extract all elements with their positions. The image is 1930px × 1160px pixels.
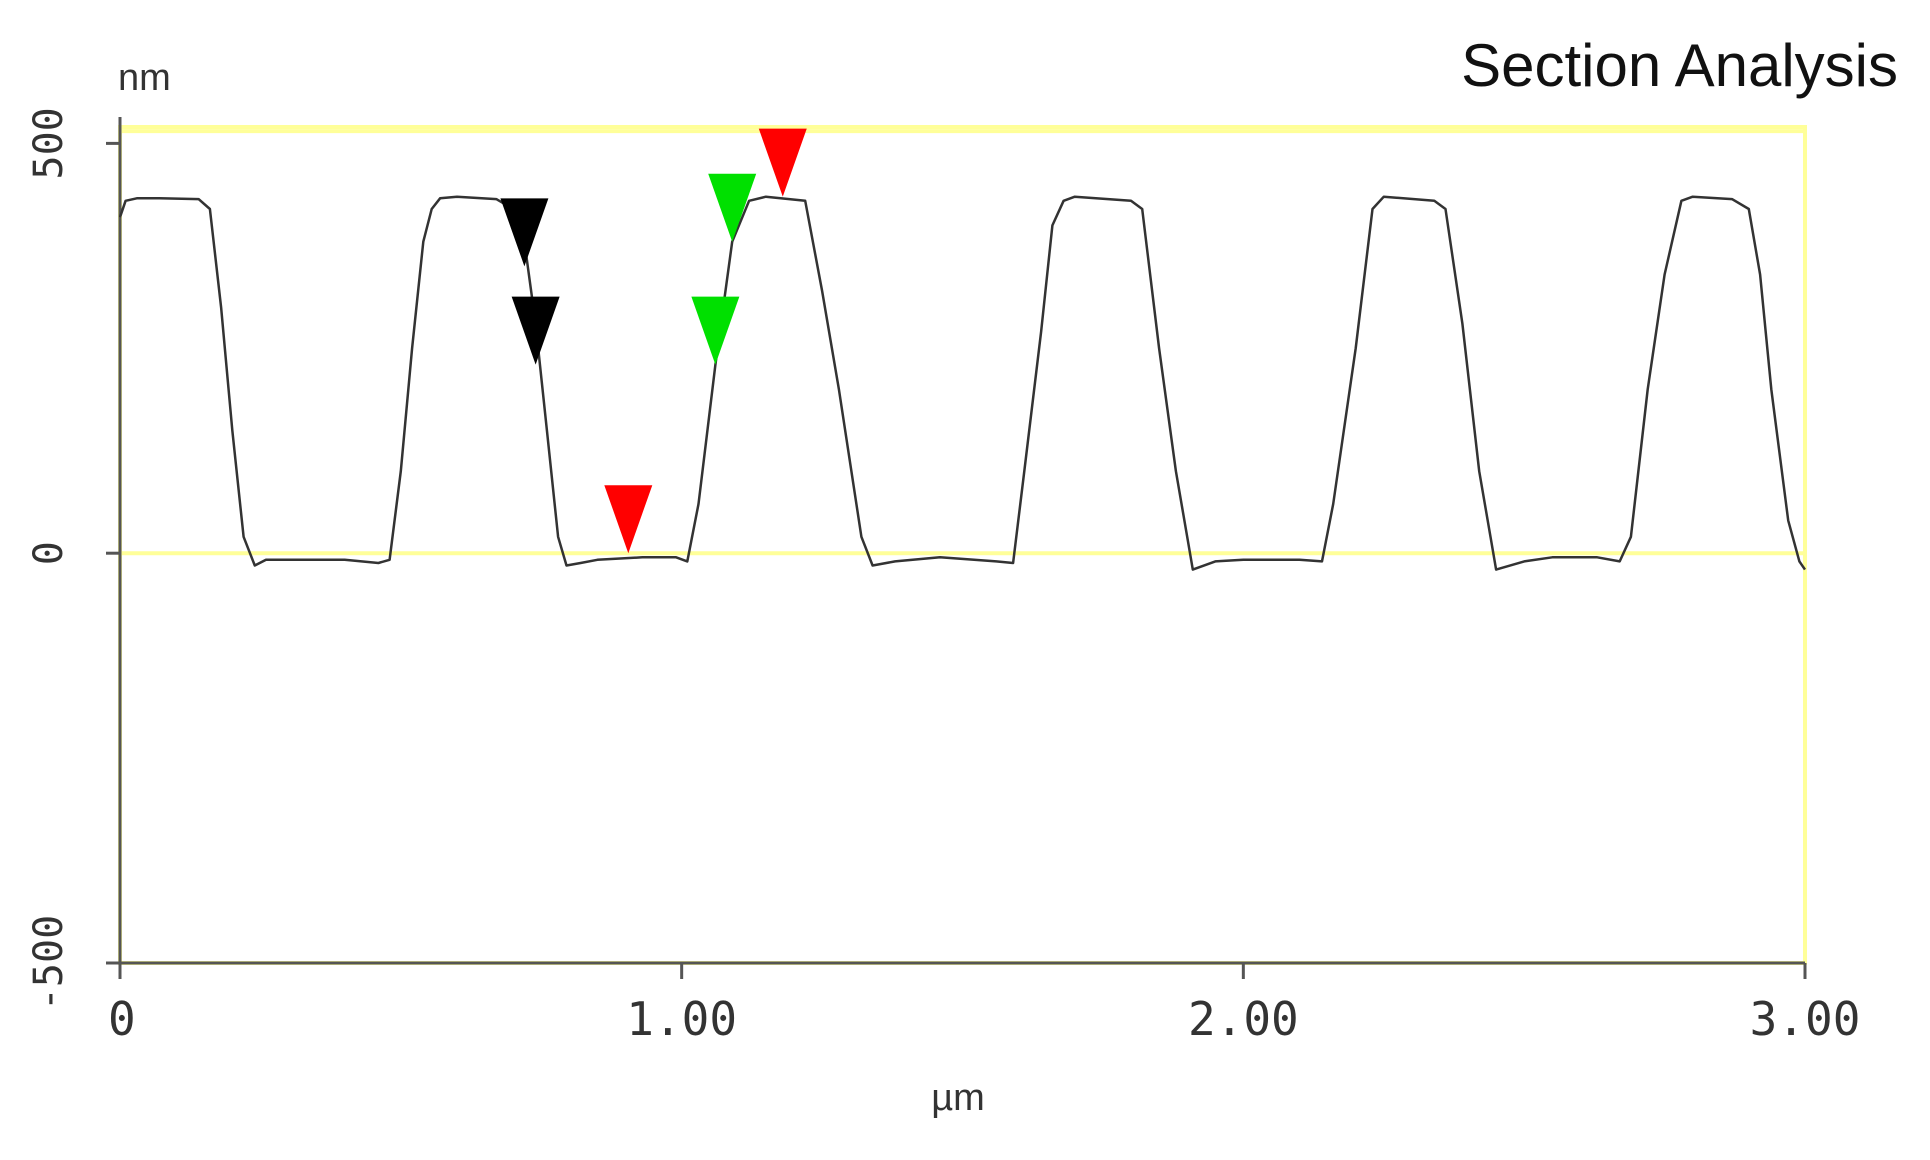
cursor-marker-red-4 (604, 485, 653, 554)
cursor-marker-red-5 (758, 128, 807, 197)
profile-series (118, 195, 1807, 571)
axes: 500 0 -500 0 1.00 2.00 3.00 (26, 107, 1860, 1046)
cursor-marker-green-3 (691, 296, 740, 365)
x-axis-unit-label: µm (931, 1077, 985, 1119)
chart-title: Section Analysis (1461, 32, 1898, 99)
cursor-marker-black-1 (511, 296, 560, 365)
cursor-marker-green-2 (708, 173, 757, 242)
cursor-marker-black-0 (500, 198, 549, 267)
cursor-markers (500, 128, 807, 554)
y-tick-label-2: -500 (26, 915, 72, 1011)
x-tick-label-3: 3.00 (1750, 992, 1861, 1046)
plot-frame-rect (118, 125, 1807, 965)
y-tick-label-0: 500 (26, 107, 72, 179)
profile-line-0 (118, 195, 1807, 571)
y-axis-unit-label: nm (118, 57, 171, 99)
y-tick-label-1: 0 (26, 541, 72, 565)
x-tick-label-2: 2.00 (1188, 992, 1299, 1046)
plot-frame (118, 125, 1807, 965)
x-tick-label-1: 1.00 (626, 992, 737, 1046)
x-tick-label-0: 0 (108, 992, 136, 1046)
